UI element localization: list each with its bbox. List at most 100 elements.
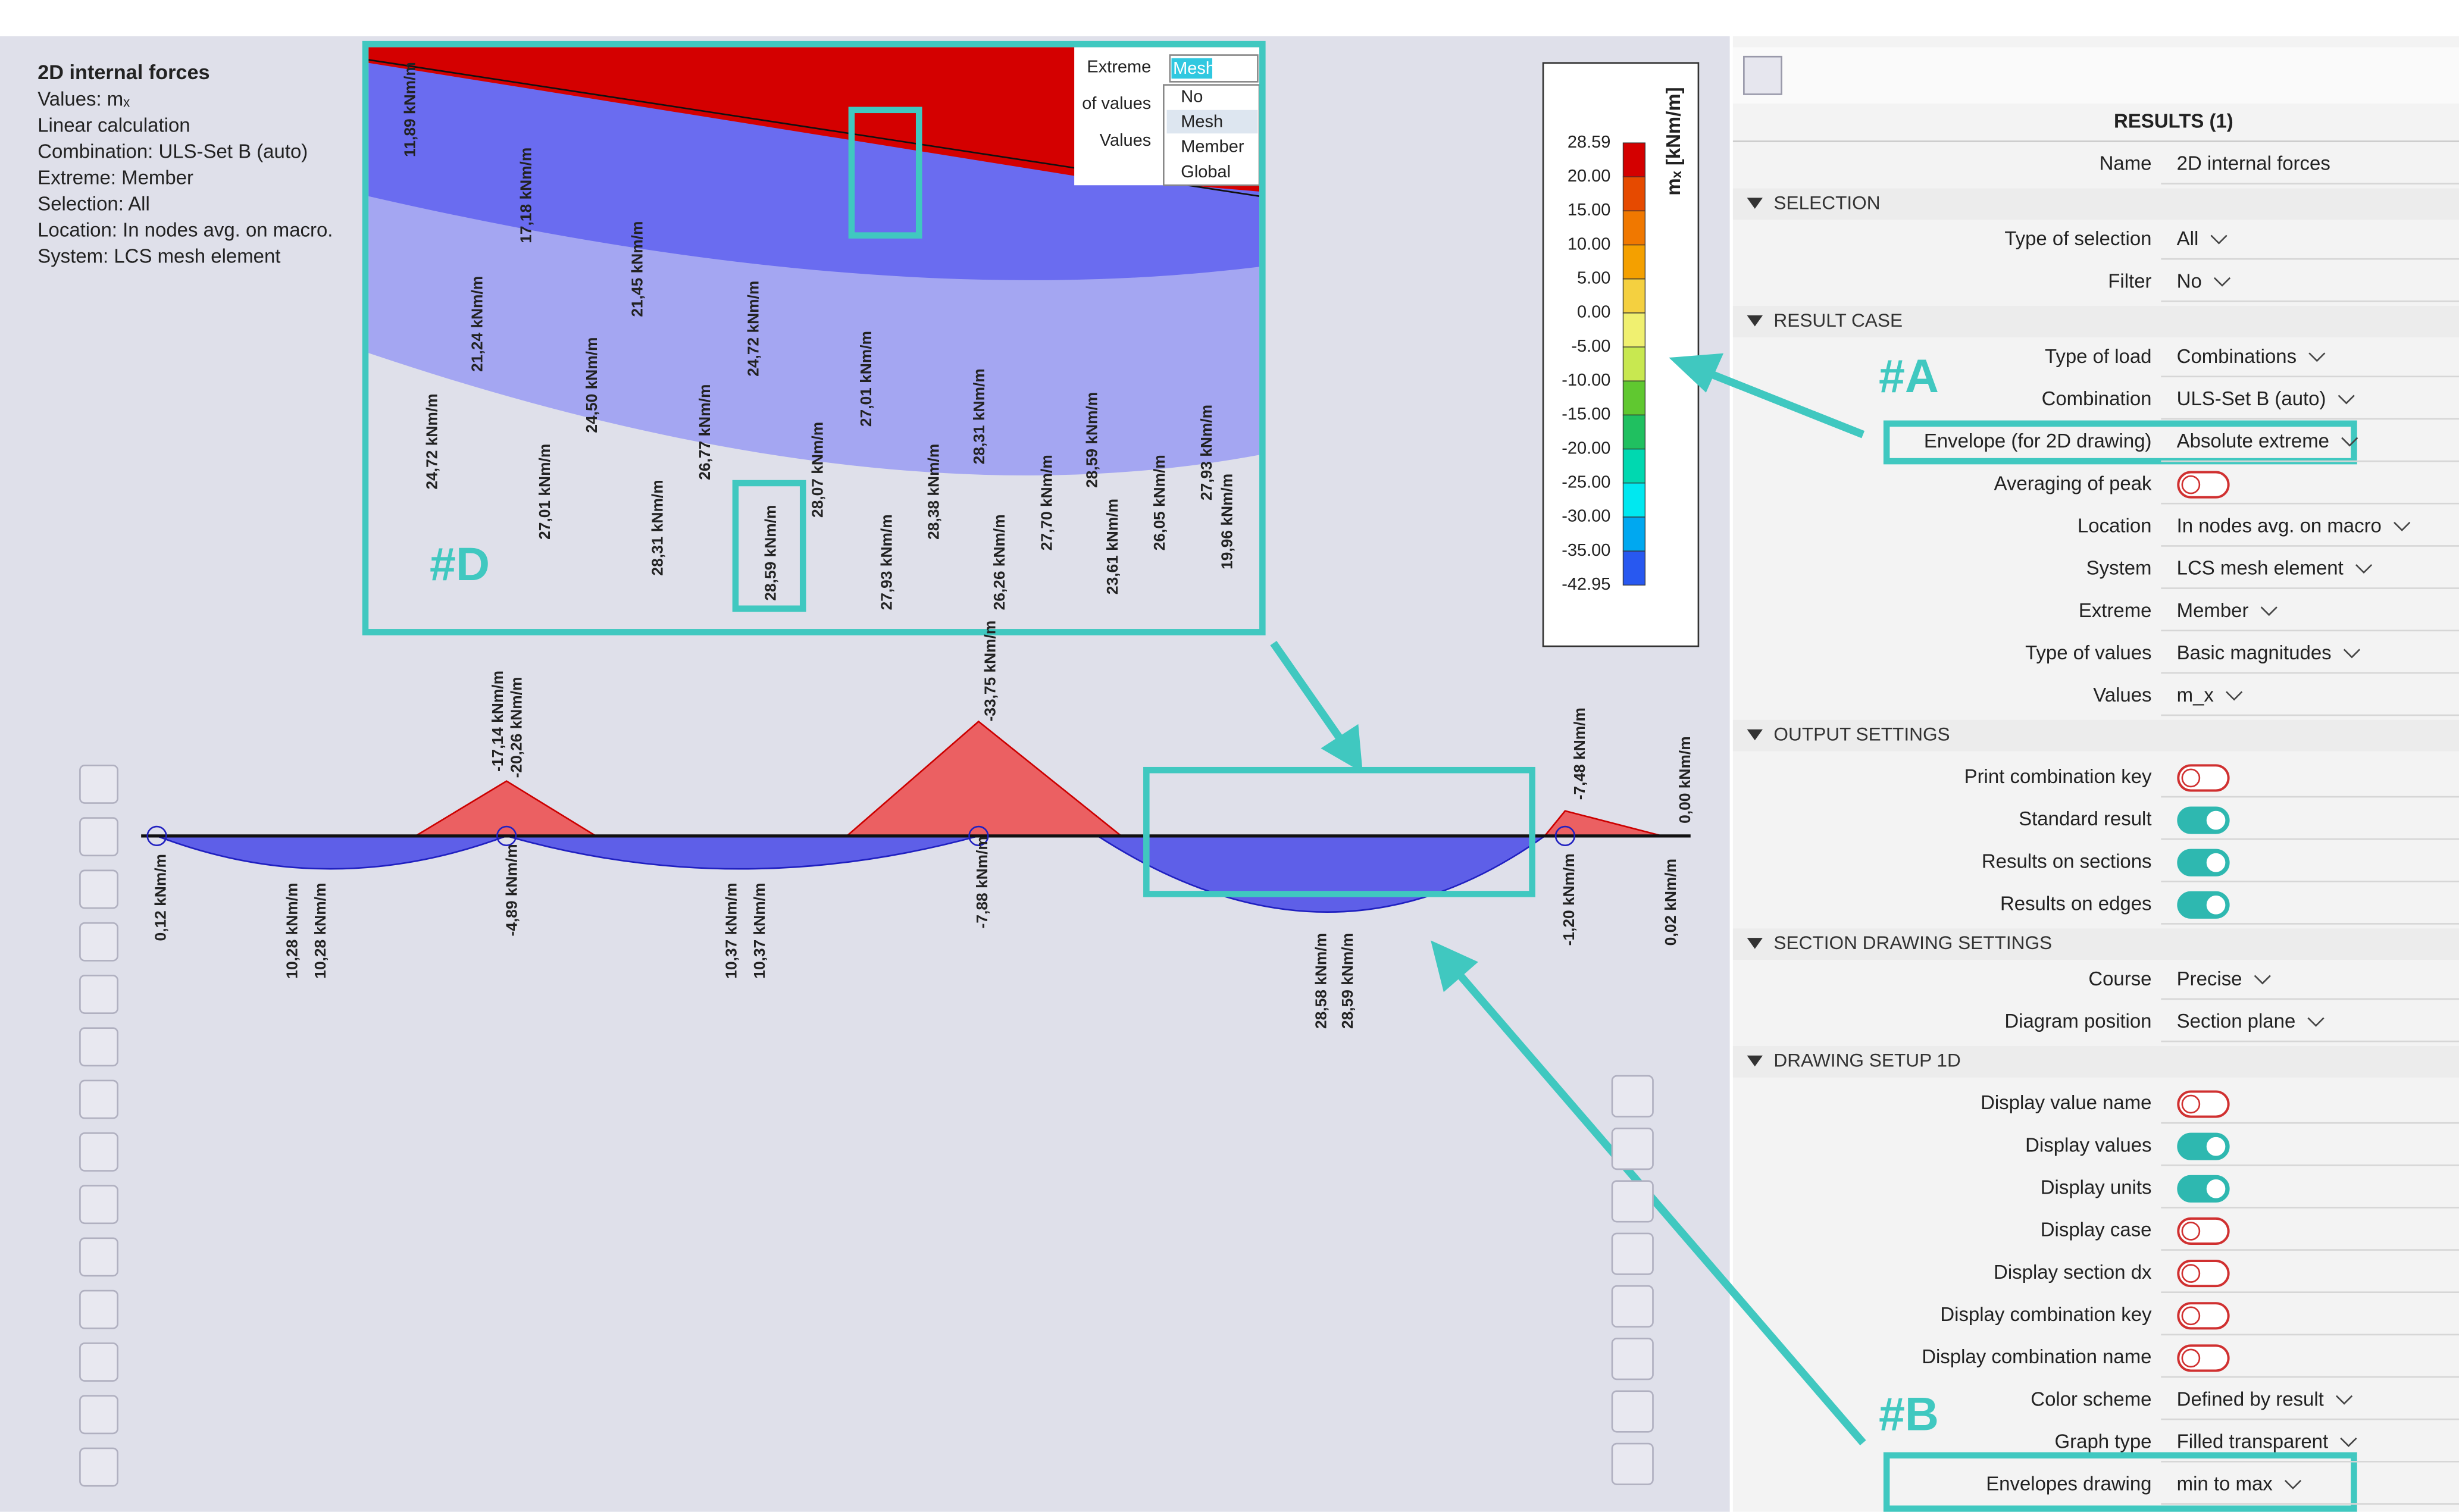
legend-label: -42.95 xyxy=(1562,575,1610,594)
tool-button[interactable] xyxy=(1611,1232,1654,1275)
inset-value-label: 11,89 kNm/m xyxy=(401,62,418,157)
legend-label: -15.00 xyxy=(1562,405,1610,424)
row-value[interactable]: LCS mesh element xyxy=(2177,557,2344,579)
info-line: Values: mₓ xyxy=(37,88,130,110)
chevron xyxy=(2335,1395,2353,1405)
legend-swatch xyxy=(1622,142,1645,177)
tool-button[interactable] xyxy=(1611,1128,1654,1170)
tool-button[interactable] xyxy=(79,1395,118,1435)
tool-button[interactable] xyxy=(79,975,118,1014)
row-value[interactable]: Section plane xyxy=(2177,1010,2296,1032)
section-title: OUTPUT SETTINGS xyxy=(1773,724,1950,745)
tool-button[interactable] xyxy=(79,922,118,962)
row-value[interactable]: Basic magnitudes xyxy=(2177,641,2332,663)
legend-label: -35.00 xyxy=(1562,541,1610,560)
tool-button[interactable] xyxy=(1611,1390,1654,1433)
tool-button[interactable] xyxy=(1611,1442,1654,1485)
row-label: Envelopes drawing xyxy=(1986,1473,2151,1495)
dropdown-option[interactable]: Mesh xyxy=(1181,112,1223,132)
tool-button[interactable] xyxy=(79,1447,118,1487)
legend-swatch xyxy=(1622,414,1645,450)
inset-value-label: 21,24 kNm/m xyxy=(468,276,486,372)
row-value[interactable]: Combinations xyxy=(2177,345,2297,367)
beam-value-label: 0,00 kNm/m xyxy=(1676,736,1694,823)
row-value[interactable]: Absolute extreme xyxy=(2177,430,2329,452)
tool-button[interactable] xyxy=(79,1079,118,1119)
row-value[interactable]: All xyxy=(2177,227,2199,249)
toggle-knob xyxy=(2181,1094,2201,1114)
dropdown-selected[interactable]: Mesh xyxy=(1173,59,1215,78)
row-label: Standard result xyxy=(2019,807,2151,829)
legend-label: 10.00 xyxy=(1568,234,1610,253)
inset-value-label: 27,93 kNm/m xyxy=(877,514,895,610)
chevron xyxy=(2394,521,2411,531)
inset-value-label: 24,72 kNm/m xyxy=(423,393,440,489)
row-value[interactable]: Defined by result xyxy=(2177,1388,2324,1410)
dropdown-option[interactable]: Member xyxy=(1181,137,1244,156)
tool-button[interactable] xyxy=(1611,1180,1654,1223)
row-value[interactable]: 2D internal forces xyxy=(2177,152,2330,174)
row-value[interactable]: m_x xyxy=(2177,684,2214,706)
tool-button[interactable] xyxy=(79,1237,118,1277)
dropdown-label: Values xyxy=(1100,131,1151,150)
chevron xyxy=(2308,352,2326,362)
tool-button[interactable] xyxy=(79,764,118,804)
panel-header: RESULTS (1) xyxy=(2114,110,2233,132)
tool-button[interactable] xyxy=(79,817,118,857)
row-value[interactable]: Precise xyxy=(2177,968,2242,990)
legend-label: -10.00 xyxy=(1562,371,1610,390)
row-label: Graph type xyxy=(2055,1430,2152,1452)
row-value[interactable]: In nodes avg. on macro xyxy=(2177,514,2382,536)
chevron xyxy=(2226,691,2243,701)
tool-button[interactable] xyxy=(1611,1338,1654,1380)
legend-swatch xyxy=(1622,278,1645,314)
tool-button[interactable] xyxy=(79,1132,118,1172)
row-label: Diagram position xyxy=(2004,1010,2151,1032)
legend-swatch xyxy=(1622,244,1645,280)
beam-value-label: 0,02 kNm/m xyxy=(1662,859,1679,946)
legend-label: 28.59 xyxy=(1568,133,1610,152)
dropdown-label: of values xyxy=(1082,94,1151,113)
row-label: Name xyxy=(2100,152,2152,174)
toggle-knob xyxy=(2181,1306,2201,1326)
chevron xyxy=(2254,975,2271,985)
section-bar xyxy=(1732,188,2459,220)
properties-panel xyxy=(1732,36,2459,1512)
tool-button[interactable] xyxy=(79,1289,118,1329)
inset-value-label: 21,45 kNm/m xyxy=(628,221,646,317)
legend-swatch xyxy=(1622,550,1645,586)
tool-button[interactable] xyxy=(79,1027,118,1067)
chevron xyxy=(2213,277,2231,287)
dropdown-option[interactable]: No xyxy=(1181,87,1203,106)
row-value[interactable]: ULS-Set B (auto) xyxy=(2177,387,2326,409)
toggle-knob xyxy=(2181,768,2201,788)
tool-button[interactable] xyxy=(1611,1285,1654,1328)
inset-value-label: 28,31 kNm/m xyxy=(649,480,667,575)
panel-icon[interactable] xyxy=(1743,55,1782,95)
info-title: 2D internal forces xyxy=(37,61,209,84)
row-value[interactable]: Member xyxy=(2177,599,2249,621)
inset-value-label: 28,31 kNm/m xyxy=(970,368,988,464)
beam-value-label: -33,75 kNm/m xyxy=(981,621,999,722)
row-label: Type of load xyxy=(2045,345,2151,367)
legend-label: 0.00 xyxy=(1577,303,1610,322)
legend-title: mₓ [kNm/m] xyxy=(1662,87,1684,195)
legend-label: 20.00 xyxy=(1568,167,1610,186)
info-line: Linear calculation xyxy=(37,114,190,136)
info-line: Selection: All xyxy=(37,193,150,215)
beam-value-label: 28,59 kNm/m xyxy=(1338,933,1356,1029)
section-bar xyxy=(1732,719,2459,752)
tool-button[interactable] xyxy=(1611,1075,1654,1117)
tool-button[interactable] xyxy=(79,1185,118,1225)
dropdown-label: Extreme xyxy=(1087,57,1151,76)
row-value[interactable]: min to max xyxy=(2177,1473,2273,1495)
tool-button[interactable] xyxy=(79,1342,118,1382)
chevron xyxy=(2343,649,2361,659)
row-value[interactable]: Filled transparent xyxy=(2177,1430,2328,1452)
row-value[interactable]: No xyxy=(2177,270,2202,292)
tool-button[interactable] xyxy=(79,869,118,909)
beam-value-label: 10,37 kNm/m xyxy=(722,883,740,979)
chevron xyxy=(2307,1017,2325,1027)
dropdown-option[interactable]: Global xyxy=(1181,162,1231,181)
